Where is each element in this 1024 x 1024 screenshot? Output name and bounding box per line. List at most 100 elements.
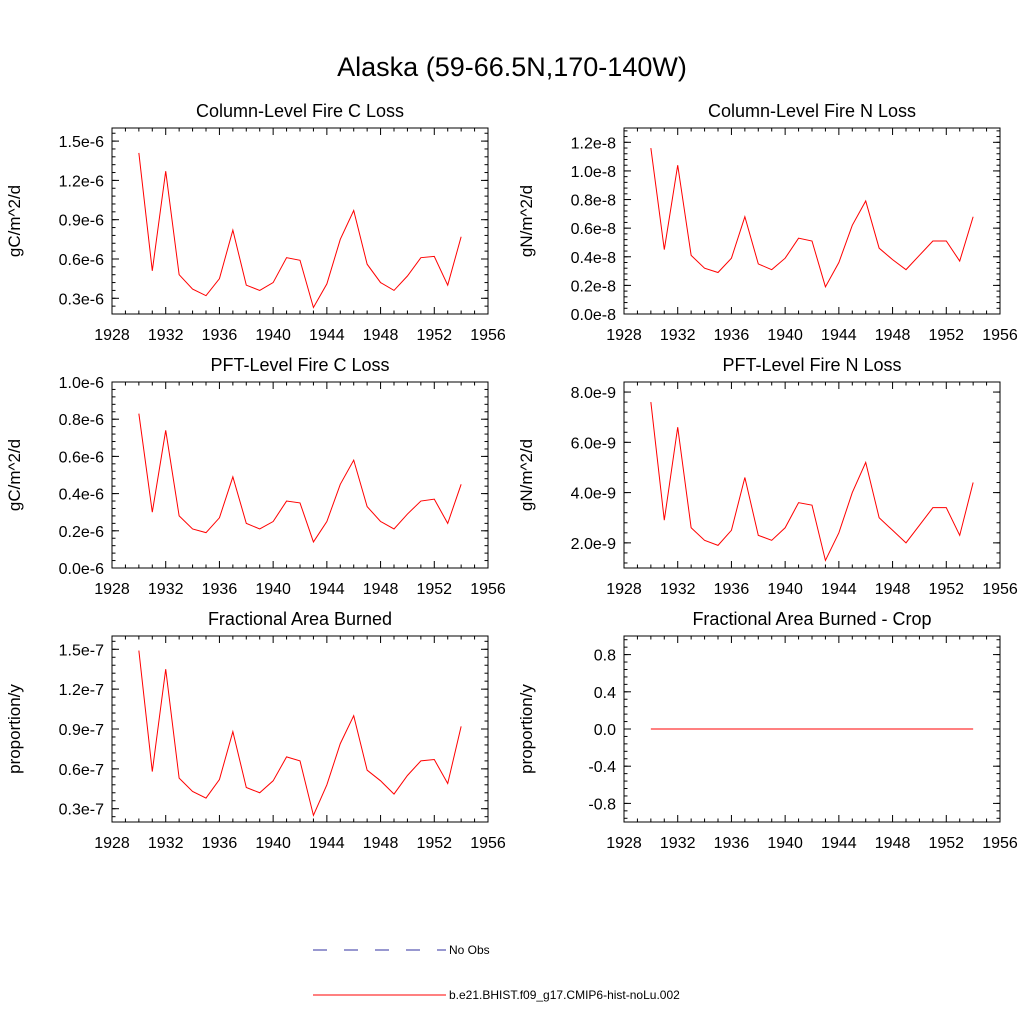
y-tick-label: 0.0: [594, 722, 616, 739]
y-tick-label: -0.4: [588, 759, 616, 776]
x-tick-label: 1928: [606, 327, 642, 344]
panel-title: PFT-Level Fire N Loss: [722, 355, 901, 375]
y-tick-label: 1.5e-7: [59, 642, 104, 659]
y-axis-label: gC/m^2/d: [5, 185, 24, 257]
y-tick-label: 1.5e-6: [59, 134, 104, 151]
x-tick-label: 1932: [148, 327, 184, 344]
y-tick-label: 0.6e-8: [571, 221, 616, 238]
page-title: Alaska (59-66.5N,170-140W): [337, 52, 687, 82]
x-tick-label: 1936: [202, 835, 238, 852]
x-tick-label: 1944: [309, 581, 345, 598]
panel-title: PFT-Level Fire C Loss: [210, 355, 389, 375]
x-tick-label: 1928: [94, 327, 130, 344]
x-tick-label: 1952: [928, 327, 964, 344]
x-tick-label: 1952: [928, 835, 964, 852]
x-tick-label: 1936: [202, 581, 238, 598]
y-tick-label: 0.2e-6: [59, 524, 104, 541]
x-tick-label: 1944: [309, 835, 345, 852]
series-line-1: [650, 147, 974, 289]
y-tick-label: 0.9e-7: [59, 722, 104, 739]
x-tick-label: 1932: [660, 835, 696, 852]
y-tick-label: 0.8: [594, 648, 616, 665]
panel-title: Column-Level Fire C Loss: [196, 101, 404, 121]
plot-frame: [623, 127, 1001, 315]
y-tick-label: 1.2e-8: [571, 135, 616, 152]
chart-panel-6: Fractional Area Burned - Crop 1928 1932 193…: [517, 609, 1018, 852]
y-tick-label: 0.8e-6: [59, 412, 104, 429]
y-tick-label: 2.0e-9: [571, 536, 616, 553]
y-axis-label: gN/m^2/d: [517, 185, 536, 257]
x-tick-label: 1940: [767, 327, 803, 344]
y-tick-label: 0.4e-6: [59, 487, 104, 504]
x-tick-label: 1956: [982, 835, 1018, 852]
plot-frame: [623, 381, 1001, 569]
x-tick-label: 1952: [416, 327, 452, 344]
x-tick-label: 1956: [470, 327, 506, 344]
y-tick-label: 0.8e-8: [571, 193, 616, 210]
series-line-1: [650, 402, 974, 562]
y-tick-label: 4.0e-9: [571, 486, 616, 503]
chart-panel-3: PFT-Level Fire C Loss 1928 1932 1936 1940 194…: [5, 355, 506, 598]
legend: No Obs b.e21.BHIST.f09_g17.CMIP6-hist-noL…: [313, 943, 680, 1002]
x-tick-label: 1932: [148, 835, 184, 852]
x-tick-label: 1932: [148, 581, 184, 598]
x-tick-label: 1936: [714, 835, 750, 852]
x-tick-label: 1956: [982, 327, 1018, 344]
y-tick-label: 0.4e-8: [571, 250, 616, 267]
chart-panel-4: PFT-Level Fire N Loss 1928 1932 1936 1940 194…: [517, 355, 1018, 598]
x-tick-label: 1956: [982, 581, 1018, 598]
x-tick-label: 1944: [821, 835, 857, 852]
y-tick-label: 0.6e-6: [59, 252, 104, 269]
y-tick-label: 0.2e-8: [571, 278, 616, 295]
x-tick-label: 1940: [255, 327, 291, 344]
series-line-1: [138, 650, 462, 817]
chart-panel-1: Column-Level Fire C Loss 1928 1932 1936 1940…: [5, 101, 506, 344]
x-tick-label: 1956: [470, 581, 506, 598]
x-tick-label: 1940: [255, 835, 291, 852]
x-tick-label: 1944: [821, 327, 857, 344]
x-tick-label: 1932: [660, 327, 696, 344]
plot-frame: [111, 127, 489, 315]
y-tick-label: 1.0e-6: [59, 375, 104, 392]
x-tick-label: 1956: [470, 835, 506, 852]
chart-panel-5: Fractional Area Burned 1928 1932 1936 1940 19…: [5, 609, 506, 852]
y-tick-label: 6.0e-9: [571, 435, 616, 452]
y-tick-label: 0.0e-8: [571, 307, 616, 324]
y-tick-label: 1.0e-8: [571, 164, 616, 181]
y-tick-label: 0.6e-6: [59, 449, 104, 466]
x-tick-label: 1940: [255, 581, 291, 598]
x-tick-label: 1940: [767, 581, 803, 598]
y-axis-label: gC/m^2/d: [5, 439, 24, 511]
y-tick-label: 1.2e-7: [59, 682, 104, 699]
x-tick-label: 1936: [202, 327, 238, 344]
legend-label-model: b.e21.BHIST.f09_g17.CMIP6-hist-noLu.002: [449, 988, 680, 1002]
x-tick-label: 1944: [309, 327, 345, 344]
series-line-1: [138, 413, 462, 544]
x-tick-label: 1952: [416, 581, 452, 598]
x-tick-label: 1948: [875, 835, 911, 852]
y-tick-label: 0.3e-6: [59, 291, 104, 308]
y-axis-label: gN/m^2/d: [517, 439, 536, 511]
y-tick-label: 0.0e-6: [59, 561, 104, 578]
y-tick-label: 0.3e-7: [59, 802, 104, 819]
x-tick-label: 1928: [606, 581, 642, 598]
chart-panel-2: Column-Level Fire N Loss 1928 1932 1936 1940…: [517, 101, 1018, 344]
panel-title: Column-Level Fire N Loss: [708, 101, 916, 121]
x-tick-label: 1940: [767, 835, 803, 852]
x-tick-label: 1928: [94, 835, 130, 852]
y-tick-label: 0.9e-6: [59, 213, 104, 230]
x-tick-label: 1948: [363, 581, 399, 598]
x-tick-label: 1944: [821, 581, 857, 598]
x-tick-label: 1936: [714, 581, 750, 598]
x-tick-label: 1948: [363, 327, 399, 344]
y-tick-label: 0.4: [594, 685, 616, 702]
y-tick-label: -0.8: [588, 796, 616, 813]
panel-title: Fractional Area Burned - Crop: [692, 609, 931, 629]
plot-frame: [111, 381, 489, 569]
y-axis-label: proportion/y: [5, 684, 24, 774]
y-tick-label: 0.6e-7: [59, 762, 104, 779]
x-tick-label: 1948: [875, 581, 911, 598]
plot-frame: [111, 635, 489, 823]
x-tick-label: 1952: [928, 581, 964, 598]
